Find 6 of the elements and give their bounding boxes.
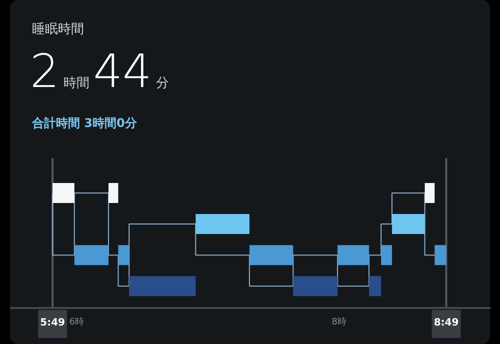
x-tick-label: 6時 [69, 316, 84, 328]
chart-title: 睡眠時間 [32, 21, 84, 38]
x-tick-label: 5:49 [40, 318, 66, 329]
x-tick-label: 8:49 [434, 318, 459, 329]
text: 合計時間 3時間0分 [32, 115, 137, 132]
x-tick-label: 8時 [332, 316, 346, 328]
